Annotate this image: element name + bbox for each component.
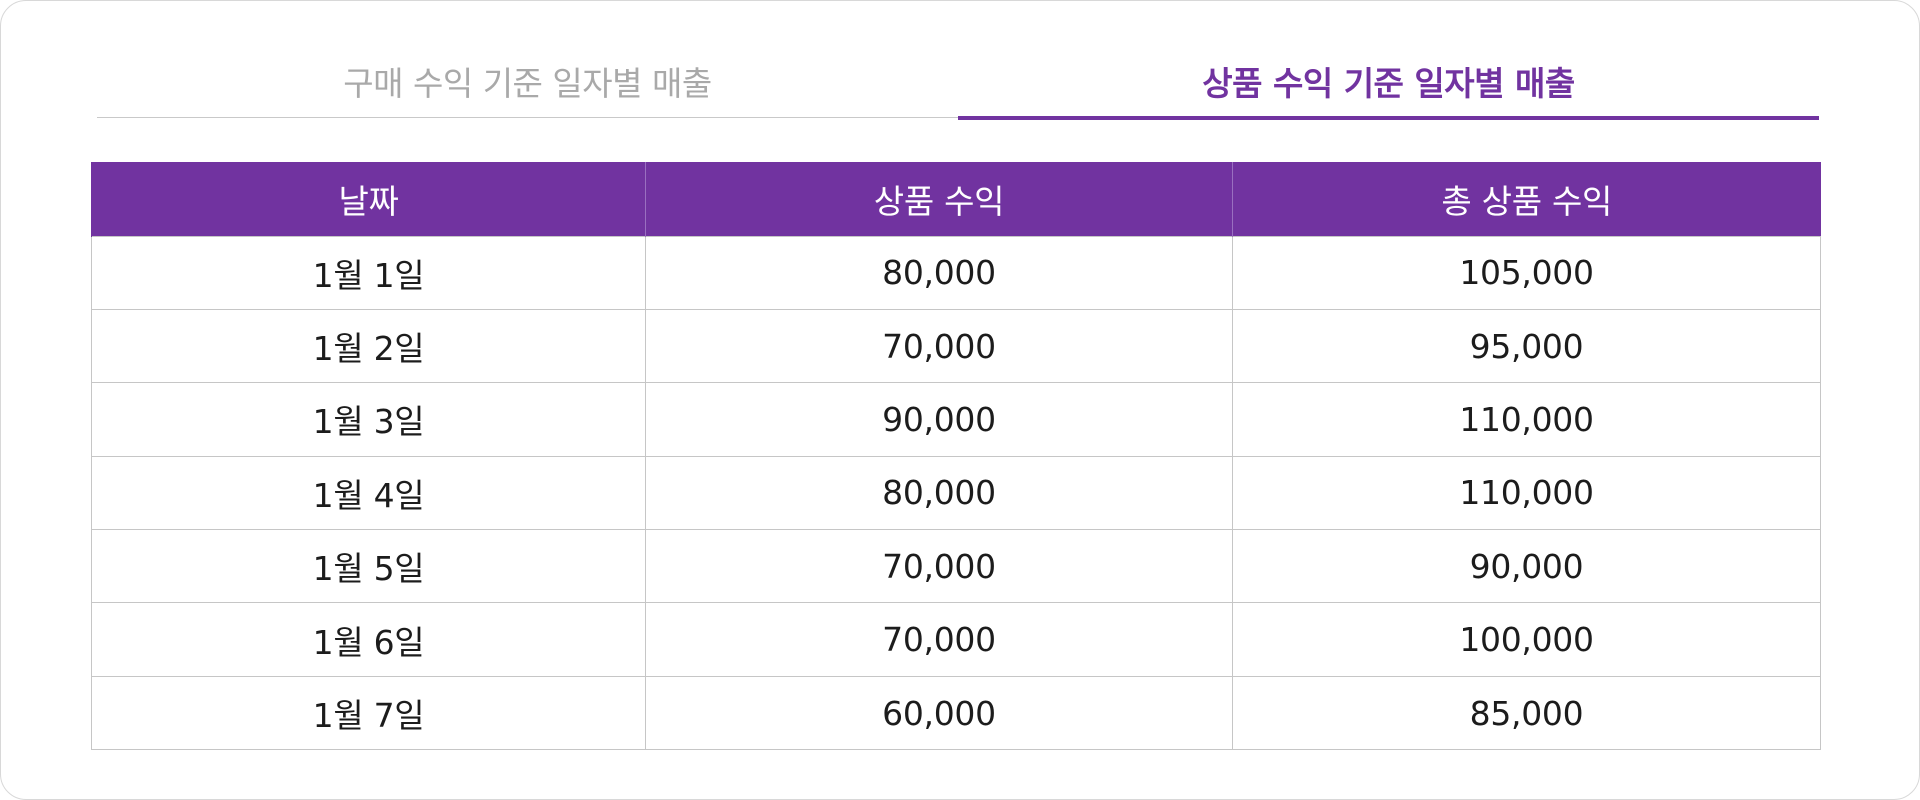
table-row: 1월 6일 70,000 100,000 — [91, 602, 1821, 677]
table-row: 1월 1일 80,000 105,000 — [91, 235, 1821, 310]
table-header-row: 날짜 상품 수익 총 상품 수익 — [91, 162, 1821, 236]
cell-product-revenue: 70,000 — [645, 308, 1233, 384]
cell-date: 1월 1일 — [91, 235, 646, 310]
column-header-product-revenue[interactable]: 상품 수익 — [645, 162, 1233, 236]
cell-total-product-revenue: 85,000 — [1232, 675, 1821, 751]
cell-product-revenue: 80,000 — [645, 235, 1233, 310]
cell-total-product-revenue: 90,000 — [1232, 529, 1821, 604]
cell-date: 1월 7일 — [91, 675, 646, 751]
cell-product-revenue: 60,000 — [645, 675, 1233, 751]
column-header-total-product-revenue[interactable]: 총 상품 수익 — [1232, 162, 1821, 236]
daily-sales-table: 날짜 상품 수익 총 상품 수익 1월 1일 80,000 105,000 1월… — [91, 162, 1821, 751]
cell-total-product-revenue: 110,000 — [1232, 455, 1821, 531]
cell-total-product-revenue: 100,000 — [1232, 602, 1821, 677]
cell-date: 1월 3일 — [91, 382, 646, 457]
cell-date: 1월 2일 — [91, 308, 646, 384]
cell-date: 1월 6일 — [91, 602, 646, 677]
table-row: 1월 3일 90,000 110,000 — [91, 382, 1821, 457]
table-row: 1월 7일 60,000 85,000 — [91, 675, 1821, 751]
cell-total-product-revenue: 110,000 — [1232, 382, 1821, 457]
cell-total-product-revenue: 95,000 — [1232, 308, 1821, 384]
tab-product-revenue-label: 상품 수익 기준 일자별 매출 — [1202, 64, 1575, 103]
cell-product-revenue: 70,000 — [645, 529, 1233, 604]
table-row: 1월 2일 70,000 95,000 — [91, 308, 1821, 384]
daily-sales-table-container: 날짜 상품 수익 총 상품 수익 1월 1일 80,000 105,000 1월… — [91, 162, 1821, 751]
table-row: 1월 4일 80,000 110,000 — [91, 455, 1821, 531]
cell-date: 1월 5일 — [91, 529, 646, 604]
cell-product-revenue: 90,000 — [645, 382, 1233, 457]
cell-product-revenue: 80,000 — [645, 455, 1233, 531]
table-row: 1월 5일 70,000 90,000 — [91, 529, 1821, 604]
cell-total-product-revenue: 105,000 — [1232, 235, 1821, 310]
tab-bar: 구매 수익 기준 일자별 매출 상품 수익 기준 일자별 매출 — [97, 49, 1819, 121]
column-header-date[interactable]: 날짜 — [91, 162, 646, 236]
cell-product-revenue: 70,000 — [645, 602, 1233, 677]
tab-product-revenue[interactable]: 상품 수익 기준 일자별 매출 — [958, 49, 1819, 120]
tab-purchase-revenue-label: 구매 수익 기준 일자별 매출 — [343, 64, 712, 103]
tab-purchase-revenue[interactable]: 구매 수익 기준 일자별 매출 — [97, 49, 958, 118]
cell-date: 1월 4일 — [91, 455, 646, 531]
